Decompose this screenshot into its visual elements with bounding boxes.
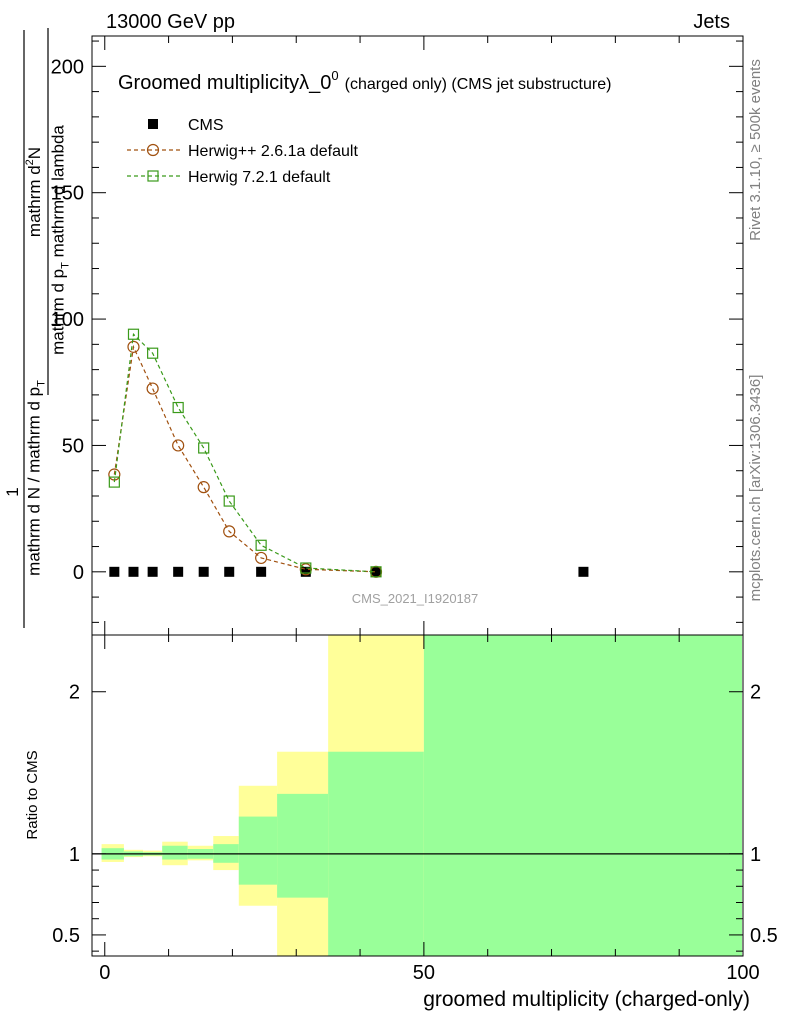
header-energy-label: 13000 GeV pp <box>106 11 235 33</box>
legend-label-cms: CMS <box>188 117 224 134</box>
legend-marker-herwigpp <box>146 143 160 157</box>
xtick-label-2: 100 <box>726 962 759 984</box>
legend-marker-herwig7 <box>147 170 159 182</box>
series-line-2 <box>113 332 377 573</box>
ratio-frame-overlay <box>91 634 744 957</box>
plot-title-small: (charged only) (CMS jet substructure) <box>345 76 612 93</box>
ylabel-top-n: N <box>25 147 44 159</box>
legend-label-herwigpp: Herwig++ 2.6.1a default <box>188 143 358 160</box>
ratio-ytick-label-left-2: 2 <box>69 682 80 704</box>
upper-ytick-label-2: 100 <box>51 309 84 331</box>
ratio-ytick-label-left-0: 0.5 <box>52 925 80 947</box>
ratio-bands <box>92 635 743 956</box>
ylabel-top-num: mathrm d <box>25 165 44 237</box>
herwig7-point-0 <box>108 476 120 488</box>
ratio-band-inner-3 <box>162 845 188 860</box>
series-line-1 <box>113 344 377 573</box>
ratio-band-inner-9 <box>423 635 742 956</box>
herwig7-point-6 <box>255 539 267 551</box>
herwig7-point-3 <box>172 401 184 414</box>
ratio-ytick-label-right-2: 2 <box>750 682 761 704</box>
ylabel-left-den-sub: T <box>36 380 48 387</box>
legend-marker-cms <box>148 119 158 129</box>
herwigpp-point-3 <box>172 439 185 452</box>
herwig7-point-5 <box>223 495 235 507</box>
x-tick-labels: 0 50 100 <box>99 962 759 984</box>
herwig7-point-2 <box>147 347 159 359</box>
data-series <box>108 328 589 578</box>
legend: CMS Herwig++ 2.6.1a default Herwig 7.2.1… <box>127 117 358 186</box>
cms-point-9 <box>578 566 589 577</box>
ratio-ylabel: Ratio to CMS <box>24 750 41 839</box>
cms-point-4 <box>198 566 209 577</box>
cms-point-7 <box>300 566 311 577</box>
cms-point-6 <box>256 566 267 577</box>
cms-point-2 <box>147 566 158 577</box>
herwigpp-point-1 <box>127 340 140 353</box>
plot-title-main: Groomed multiplicityλ_0 <box>118 72 331 94</box>
herwigpp-point-5 <box>223 525 236 538</box>
plot-title: Groomed multiplicityλ_00 (charged only) (… <box>118 68 611 94</box>
upper-ytick-label-0: 0 <box>73 562 84 584</box>
herwig7-point-4 <box>198 442 210 454</box>
svg-text:mathrm d pT mathrm d lambda: mathrm d pT mathrm d lambda <box>49 125 72 355</box>
analysis-watermark: CMS_2021_I1920187 <box>352 591 479 606</box>
ratio-ytick-label-left-1: 1 <box>69 844 80 866</box>
xtick-label-1: 50 <box>413 962 435 984</box>
legend-label-herwig7: Herwig 7.2.1 default <box>188 169 331 186</box>
ylabel-top-den: mathrm d p <box>49 269 68 355</box>
cms-point-3 <box>173 566 184 577</box>
cms-point-0 <box>109 566 120 577</box>
upper-ylabel: mathrm d2N mathrm d pT mathrm d lambda 1… <box>3 28 72 628</box>
ratio-ytick-label-right-0: 0.5 <box>750 925 778 947</box>
herwigpp-point-6 <box>255 551 268 565</box>
ratio-band-inner-7 <box>277 793 329 898</box>
cms-point-1 <box>128 566 139 577</box>
svg-text:mathrm d2N: mathrm d2N <box>24 147 44 237</box>
upper-ytick-label-3: 150 <box>51 183 84 205</box>
ylabel-left-num: 1 <box>3 487 22 496</box>
header-process-label: Jets <box>693 11 730 33</box>
x-axis-label: groomed multiplicity (charged-only) <box>423 988 750 1011</box>
ylabel-top-den-sub: T <box>60 262 72 269</box>
mcplots-reference-label: mcplots.cern.ch [arXiv:1306.3436] <box>747 375 764 602</box>
rivet-version-label: Rivet 3.1.10, ≥ 500k events <box>747 59 764 241</box>
plot-title-sup: 0 <box>331 68 338 83</box>
cms-point-5 <box>224 566 235 577</box>
upper-axis-ticks <box>92 36 744 635</box>
upper-ytick-label-1: 50 <box>62 435 84 457</box>
ratio-axis-ticks <box>92 635 744 956</box>
herwig7-point-7 <box>300 562 312 574</box>
herwigpp-point-4 <box>197 481 210 494</box>
ratio-band-inner-6 <box>238 816 278 885</box>
xtick-label-0: 0 <box>99 962 110 984</box>
herwig7-point-8 <box>370 566 382 578</box>
ratio-y-tick-labels: 0.5 1 2 0.5 1 2 <box>52 682 778 947</box>
herwig7-point-1 <box>127 328 140 340</box>
cms-point-8 <box>371 566 382 577</box>
svg-text:mathrm d N / mathrm d pT: mathrm d N / mathrm d pT <box>25 380 48 576</box>
upper-y-tick-labels: 0 50 100 150 200 <box>51 56 84 583</box>
upper-ytick-label-4: 200 <box>51 56 84 78</box>
ylabel-top-sup: 2 <box>24 159 36 165</box>
herwigpp-point-2 <box>146 382 159 395</box>
ratio-ytick-label-right-1: 1 <box>750 844 761 866</box>
ylabel-top-den2: mathrm d lambda <box>49 125 68 263</box>
ylabel-left-den: mathrm d N / mathrm d p <box>25 387 44 576</box>
